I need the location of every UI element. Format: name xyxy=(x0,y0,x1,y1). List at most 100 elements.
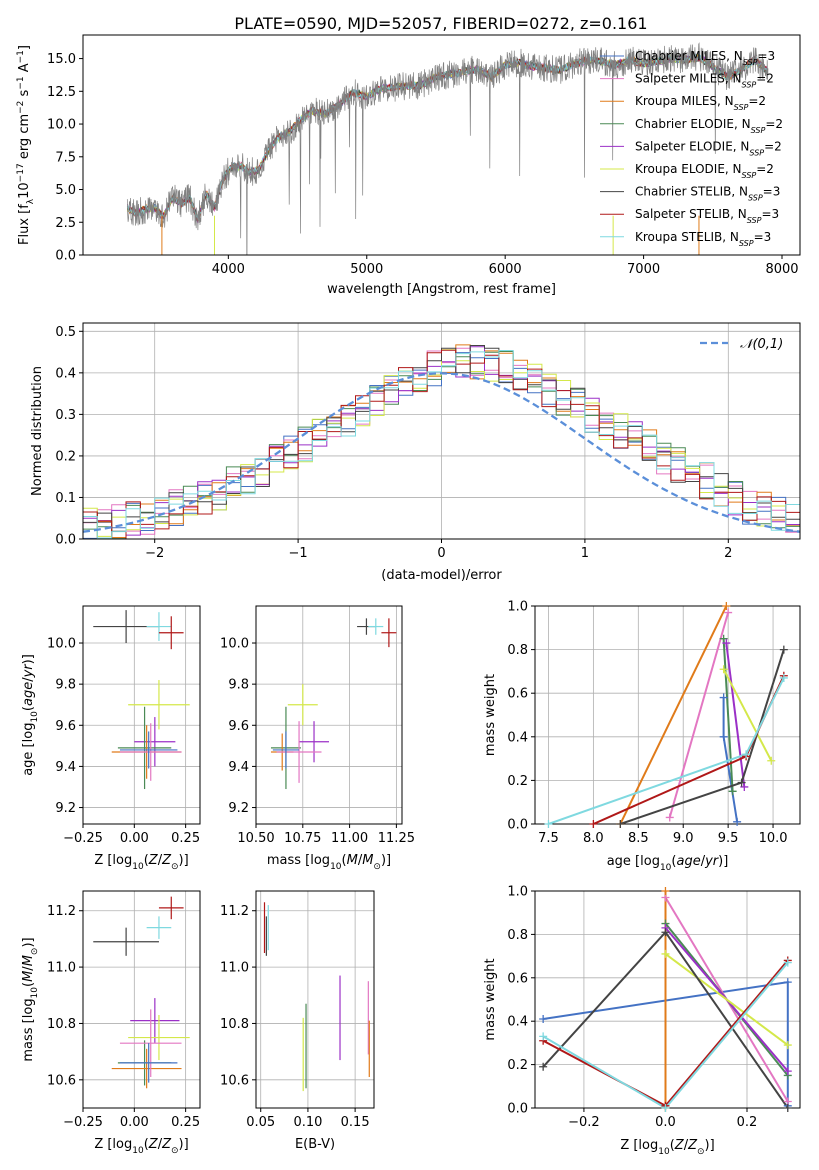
y-tick-label: 10.6 xyxy=(220,1073,249,1088)
x-tick-label: 0.00 xyxy=(120,1115,149,1130)
y-tick-label: 11.2 xyxy=(47,904,76,919)
y-tick-label: 0.4 xyxy=(507,1015,528,1030)
label-part: mass [log xyxy=(21,998,36,1061)
data-spectrum xyxy=(126,42,769,255)
weight-marker xyxy=(783,978,792,987)
weight-marker xyxy=(539,1032,548,1041)
x-axis-label: Z [log10(Z/Z⊙)] xyxy=(94,853,188,872)
panel-residual-histogram: −2 −1 0 1 2 0.0 0.1 0.2 0.3 0.4 0.5 𝒩(0,1) (data-mod… xyxy=(30,322,801,583)
label-part: mass [log xyxy=(267,853,330,868)
y-axis-label: Flux [fλ10−17 erg cm−2 s−1 A−1] xyxy=(16,45,36,245)
y-tick-label: 12.5 xyxy=(47,85,76,100)
errorbar-point xyxy=(111,1048,182,1089)
label-part: λ xyxy=(26,198,36,204)
weight-marker xyxy=(779,673,788,682)
weight-marker xyxy=(589,820,598,828)
y-tick-label: 0.0 xyxy=(55,249,76,264)
label-part: M xyxy=(347,853,358,868)
x-tick-label: 0.00 xyxy=(120,831,149,846)
legend-sub: SSP xyxy=(734,103,749,112)
x-axis-label: wavelength [Angstrom, rest frame] xyxy=(327,282,556,297)
weight-marker xyxy=(719,665,728,674)
legend-nssp: =2 xyxy=(756,162,774,176)
weight-marker xyxy=(742,750,751,759)
weight-marker xyxy=(719,693,728,702)
label-part: / xyxy=(684,1138,689,1153)
x-axis-label: (data-model)/error xyxy=(381,568,502,583)
weight-marker xyxy=(616,820,625,828)
weight-line xyxy=(542,961,789,1108)
errorbar-point xyxy=(276,721,322,783)
weight-marker xyxy=(544,820,553,828)
y-tick-label: 10.8 xyxy=(220,1017,249,1032)
errorbar-point xyxy=(368,618,384,635)
label-part: 10 xyxy=(658,1147,670,1157)
y-tick-label: 1.0 xyxy=(507,885,528,900)
y-tick-label: 11.2 xyxy=(220,904,249,919)
errorbar-point xyxy=(119,1009,182,1077)
legend: 𝒩(0,1) xyxy=(700,337,783,352)
y-axis-label: mass [log10(M/M⊙)] xyxy=(21,937,40,1061)
legend-entry: Kroupa ELODIE, NSSP=2 xyxy=(635,162,774,180)
label-part: ( xyxy=(144,1137,149,1152)
y-tick-label: 5.0 xyxy=(55,183,76,198)
x-tick-label: −2 xyxy=(145,546,164,561)
weight-marker xyxy=(539,1062,548,1071)
weight-marker xyxy=(661,949,670,958)
errorbar-point xyxy=(381,618,397,648)
x-tick-label: −1 xyxy=(289,546,308,561)
axes-frame xyxy=(82,890,201,1109)
label-part: −17 xyxy=(16,163,26,182)
x-tick-label: 0.10 xyxy=(293,1115,322,1130)
legend-sub: SSP xyxy=(748,193,763,202)
label-part: age [log xyxy=(21,723,36,776)
legend-sub: SSP xyxy=(742,80,757,89)
legend-sub: SSP xyxy=(742,171,757,180)
weight-marker xyxy=(740,782,749,791)
label-part: )] xyxy=(21,937,36,947)
label-part: ] xyxy=(17,45,32,50)
legend-entry: Salpeter STELIB, NSSP=3 xyxy=(635,207,779,225)
label-part: −2 xyxy=(16,101,26,114)
plot-area xyxy=(126,42,769,255)
histogram-step xyxy=(83,350,800,539)
errorbar-point xyxy=(117,706,172,790)
panel-mass-vs-ebv: 0.05 0.10 0.15 10.6 10.8 11.0 11.2 E(B-V) xyxy=(220,890,375,1152)
y-tick-label: 1.0 xyxy=(507,600,528,615)
x-tick-label: 8.0 xyxy=(583,831,604,846)
axes-frame xyxy=(82,605,201,825)
legend-sub: SSP xyxy=(739,238,754,247)
y-tick-label: 15.0 xyxy=(47,52,76,67)
legend-name: Chabrier MILES, N xyxy=(635,49,743,63)
panel-spectrum: 4000 5000 6000 7000 8000 0.0 2.5 5.0 7.5 10.0 12.5… xyxy=(16,34,801,297)
errorbar-point xyxy=(287,684,318,726)
label-part: Z [log xyxy=(620,1138,658,1153)
label-part: ⊙ xyxy=(373,862,381,872)
y-tick-label: 9.4 xyxy=(228,760,249,775)
label-part: ( xyxy=(144,853,149,868)
x-tick-label: 10.50 xyxy=(237,831,274,846)
axes-frame xyxy=(82,34,801,256)
y-tick-label: 0.0 xyxy=(507,818,528,833)
legend-nssp: =3 xyxy=(757,49,775,63)
plot-area xyxy=(548,606,785,824)
label-part: )] xyxy=(179,853,189,868)
errorbar-point xyxy=(299,721,329,763)
weight-marker xyxy=(661,887,670,895)
x-tick-label: 11.00 xyxy=(331,831,368,846)
label-part: A xyxy=(17,63,32,76)
y-axis-label: Normed distribution xyxy=(30,366,45,496)
x-tick-label: 7.5 xyxy=(538,831,559,846)
panel-weight-vs-Z: −0.2 0.0 0.20.00.20.40.60.81.0Z [log10(Z/Z… xyxy=(483,885,801,1157)
y-tick-label: 0.8 xyxy=(507,643,528,658)
axes-frame xyxy=(255,605,403,825)
errorbar-point xyxy=(93,927,159,956)
legend-sub: SSP xyxy=(751,125,766,134)
errorbar-point xyxy=(146,916,172,939)
label-part: −1 xyxy=(16,76,26,89)
y-tick-label: 11.0 xyxy=(47,961,76,976)
y-tick-label: 0.4 xyxy=(55,366,76,381)
x-tick-label: −0.25 xyxy=(63,1115,103,1130)
errorbar-point xyxy=(134,717,176,767)
